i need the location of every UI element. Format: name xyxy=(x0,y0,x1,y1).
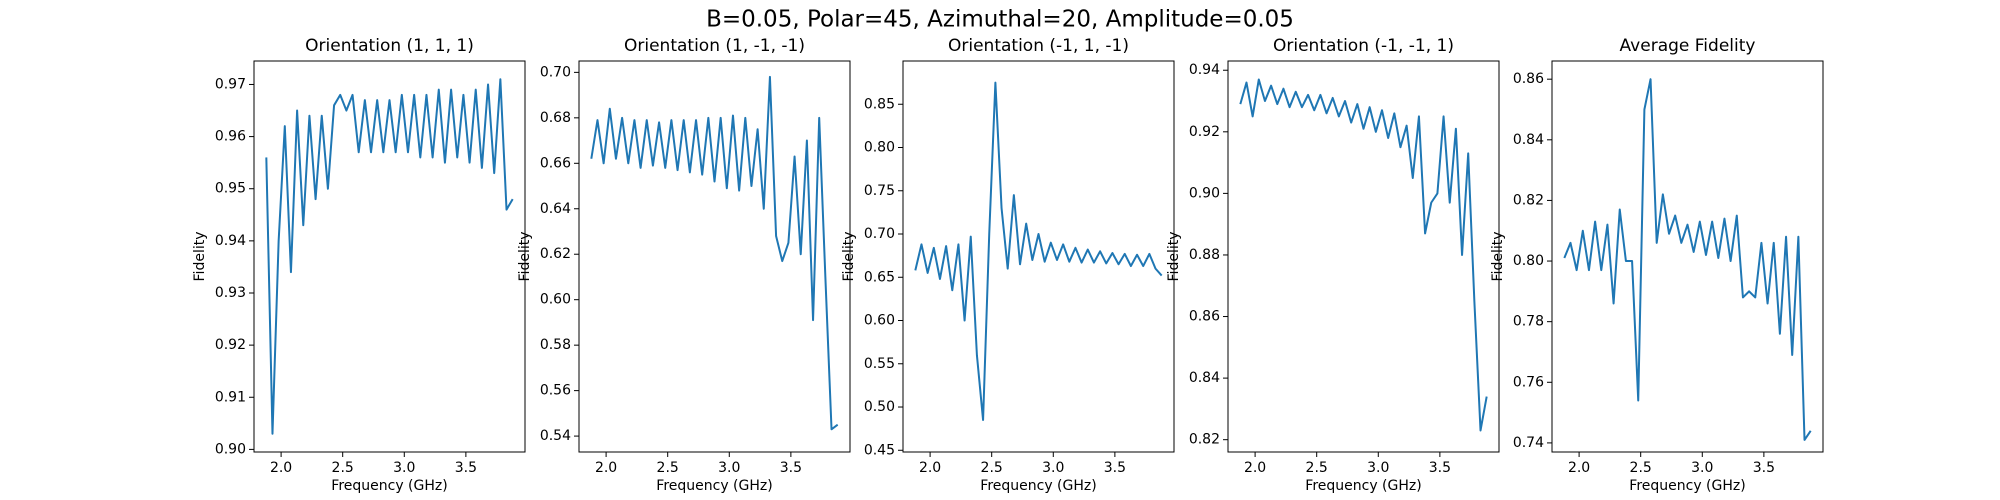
subplot-title: Average Fidelity xyxy=(1620,36,1756,56)
x-tick-label: 2.5 xyxy=(1630,460,1652,476)
x-axis-label: Frequency (GHz) xyxy=(1305,478,1421,494)
y-axis-label: Fidelity xyxy=(192,232,208,282)
y-tick-label: 0.95 xyxy=(215,181,246,197)
x-tick-label: 2.0 xyxy=(919,460,941,476)
x-tick-label: 2.5 xyxy=(981,460,1003,476)
y-axis-label: Fidelity xyxy=(517,232,533,282)
y-tick-label: 0.84 xyxy=(1189,370,1220,386)
subplot-title: Orientation (-1, -1, 1) xyxy=(1273,36,1454,56)
line xyxy=(265,78,514,435)
y-tick-label: 0.90 xyxy=(1189,185,1220,201)
y-tick-label: 0.58 xyxy=(540,337,571,353)
y-tick-label: 0.75 xyxy=(864,183,895,199)
y-tick-label: 0.62 xyxy=(540,246,571,262)
line xyxy=(914,81,1163,421)
y-tick-label: 0.70 xyxy=(540,64,571,80)
x-tick-label: 3.5 xyxy=(1753,460,1775,476)
axes-frame xyxy=(902,60,1175,453)
x-tick-label: 2.0 xyxy=(270,460,292,476)
x-tick-label: 2.0 xyxy=(1244,460,1266,476)
x-tick-label: 2.0 xyxy=(595,460,617,476)
x-tick-label: 3.0 xyxy=(393,460,415,476)
x-tick-label: 3.0 xyxy=(1042,460,1064,476)
y-tick-label: 0.50 xyxy=(864,399,895,415)
x-axis-label: Frequency (GHz) xyxy=(1629,478,1745,494)
y-tick-label: 0.65 xyxy=(864,269,895,285)
x-tick-label: 3.5 xyxy=(780,460,802,476)
y-tick-label: 0.97 xyxy=(215,76,246,92)
x-axis-label: Frequency (GHz) xyxy=(331,478,447,494)
x-tick-label: 3.5 xyxy=(1104,460,1126,476)
y-axis-label: Fidelity xyxy=(1166,232,1182,282)
line xyxy=(590,75,839,431)
y-tick-label: 0.92 xyxy=(215,337,246,353)
line xyxy=(1563,78,1812,441)
line xyxy=(1239,78,1488,432)
y-tick-label: 0.56 xyxy=(540,383,571,399)
y-tick-label: 0.82 xyxy=(1189,432,1220,448)
x-axis-label: Frequency (GHz) xyxy=(656,478,772,494)
axes-frame xyxy=(1227,60,1500,453)
y-tick-label: 0.55 xyxy=(864,356,895,372)
y-tick-label: 0.94 xyxy=(1189,62,1220,78)
y-tick-label: 0.86 xyxy=(1513,71,1544,87)
y-tick-label: 0.76 xyxy=(1513,374,1544,390)
x-tick-label: 3.0 xyxy=(1367,460,1389,476)
x-axis-label: Frequency (GHz) xyxy=(980,478,1096,494)
y-tick-label: 0.64 xyxy=(540,201,571,217)
axes-frame xyxy=(578,60,851,453)
y-axis-label: Fidelity xyxy=(841,232,857,282)
y-tick-label: 0.96 xyxy=(215,129,246,145)
x-tick-label: 2.0 xyxy=(1568,460,1590,476)
y-tick-label: 0.84 xyxy=(1513,132,1544,148)
y-tick-label: 0.68 xyxy=(540,110,571,126)
y-tick-label: 0.85 xyxy=(864,96,895,112)
y-tick-label: 0.82 xyxy=(1513,192,1544,208)
y-tick-label: 0.66 xyxy=(540,155,571,171)
figure-title: B=0.05, Polar=45, Azimuthal=20, Amplitud… xyxy=(706,7,1294,33)
y-tick-label: 0.70 xyxy=(864,226,895,242)
x-tick-label: 3.0 xyxy=(1691,460,1713,476)
y-tick-label: 0.78 xyxy=(1513,314,1544,330)
y-tick-label: 0.91 xyxy=(215,389,246,405)
subplot-title: Orientation (-1, 1, -1) xyxy=(948,36,1129,56)
y-tick-label: 0.92 xyxy=(1189,124,1220,140)
y-tick-label: 0.86 xyxy=(1189,309,1220,325)
axes-frame xyxy=(1551,60,1824,453)
x-tick-label: 3.5 xyxy=(455,460,477,476)
y-tick-label: 0.45 xyxy=(864,442,895,458)
y-tick-label: 0.88 xyxy=(1189,247,1220,263)
subplot-title: Orientation (1, -1, -1) xyxy=(624,36,805,56)
x-tick-label: 2.5 xyxy=(1306,460,1328,476)
y-tick-label: 0.54 xyxy=(540,428,571,444)
y-tick-label: 0.90 xyxy=(215,441,246,457)
y-tick-label: 0.60 xyxy=(864,313,895,329)
x-tick-label: 3.0 xyxy=(718,460,740,476)
y-axis-label: Fidelity xyxy=(1490,232,1506,282)
x-tick-label: 2.5 xyxy=(657,460,679,476)
subplot-title: Orientation (1, 1, 1) xyxy=(305,36,474,56)
y-tick-label: 0.93 xyxy=(215,285,246,301)
x-tick-label: 3.5 xyxy=(1429,460,1451,476)
y-tick-label: 0.74 xyxy=(1513,435,1544,451)
y-tick-label: 0.94 xyxy=(215,233,246,249)
y-tick-label: 0.60 xyxy=(540,292,571,308)
y-tick-label: 0.80 xyxy=(1513,253,1544,269)
axes-frame xyxy=(253,60,526,453)
y-tick-label: 0.80 xyxy=(864,140,895,156)
x-tick-label: 2.5 xyxy=(332,460,354,476)
